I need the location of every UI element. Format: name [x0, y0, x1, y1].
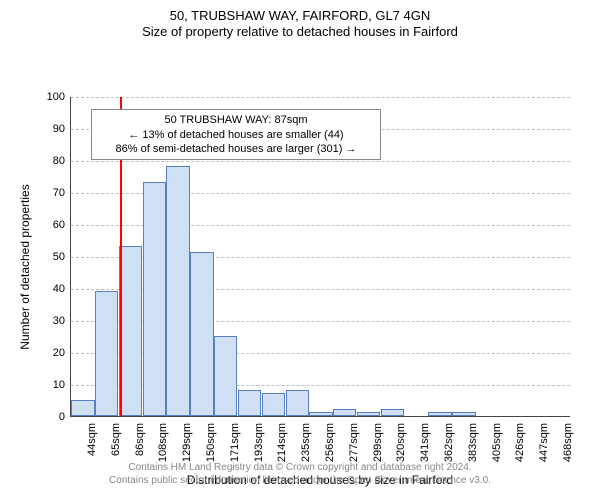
- y-tick-label: 40: [35, 283, 65, 295]
- histogram-bar: [262, 393, 285, 415]
- histogram-bar: [357, 412, 380, 415]
- title-line-2: Size of property relative to detached ho…: [0, 24, 600, 40]
- y-tick-label: 30: [35, 315, 65, 327]
- y-tick-label: 100: [35, 91, 65, 103]
- y-tick-label: 50: [35, 251, 65, 263]
- chart-footer: Contains HM Land Registry data © Crown c…: [0, 461, 600, 487]
- x-tick-label: 65sqm: [110, 423, 122, 456]
- histogram-bar: [119, 246, 142, 416]
- chart-container: 50, TRUBSHAW WAY, FAIRFORD, GL7 4GNSize …: [0, 0, 600, 500]
- gridline: [71, 161, 570, 162]
- x-tick-label: 341sqm: [419, 423, 431, 462]
- x-tick-label: 362sqm: [443, 423, 455, 462]
- x-tick-label: 129sqm: [181, 423, 193, 462]
- y-tick-label: 10: [35, 379, 65, 391]
- gridline: [71, 97, 570, 98]
- x-tick-label: 193sqm: [253, 423, 265, 462]
- histogram-bar: [71, 400, 94, 416]
- annotation-line: ← 13% of detached houses are smaller (44…: [96, 128, 376, 142]
- y-tick-label: 60: [35, 219, 65, 231]
- histogram-bar: [381, 409, 404, 415]
- annotation-box: 50 TRUBSHAW WAY: 87sqm← 13% of detached …: [91, 109, 381, 160]
- x-tick-label: 320sqm: [395, 423, 407, 462]
- x-tick-label: 277sqm: [348, 423, 360, 462]
- x-tick-label: 426sqm: [514, 423, 526, 462]
- footer-line: Contains public sector information licen…: [0, 474, 600, 487]
- x-tick-label: 383sqm: [467, 423, 479, 462]
- y-tick-label: 70: [35, 187, 65, 199]
- x-tick-label: 171sqm: [229, 423, 241, 462]
- y-tick-label: 20: [35, 347, 65, 359]
- plot-area: 50 TRUBSHAW WAY: 87sqm← 13% of detached …: [70, 97, 570, 417]
- x-tick-label: 150sqm: [205, 423, 217, 462]
- chart-title: 50, TRUBSHAW WAY, FAIRFORD, GL7 4GNSize …: [0, 0, 600, 41]
- histogram-bar: [214, 336, 237, 416]
- x-tick-label: 235sqm: [300, 423, 312, 462]
- histogram-bar: [166, 166, 189, 416]
- y-tick-label: 0: [35, 411, 65, 423]
- footer-line: Contains HM Land Registry data © Crown c…: [0, 461, 600, 474]
- x-tick-label: 108sqm: [157, 423, 169, 462]
- x-tick-label: 256sqm: [324, 423, 336, 462]
- x-tick-label: 214sqm: [276, 423, 288, 462]
- histogram-bar: [143, 182, 166, 416]
- x-tick-label: 44sqm: [86, 423, 98, 456]
- x-tick-label: 299sqm: [372, 423, 384, 462]
- histogram-bar: [309, 412, 332, 415]
- annotation-line: 86% of semi-detached houses are larger (…: [96, 142, 376, 156]
- annotation-line: 50 TRUBSHAW WAY: 87sqm: [96, 113, 376, 127]
- histogram-bar: [238, 390, 261, 416]
- histogram-bar: [286, 390, 309, 416]
- histogram-bar: [428, 412, 451, 415]
- x-tick-label: 468sqm: [562, 423, 574, 462]
- y-tick-label: 90: [35, 123, 65, 135]
- x-tick-label: 447sqm: [538, 423, 550, 462]
- histogram-bar: [452, 412, 475, 415]
- x-tick-label: 86sqm: [134, 423, 146, 456]
- histogram-bar: [95, 291, 118, 416]
- histogram-bar: [190, 252, 213, 415]
- y-axis-label: Number of detached properties: [18, 107, 32, 427]
- y-tick-label: 80: [35, 155, 65, 167]
- histogram-bar: [333, 409, 356, 415]
- x-tick-label: 405sqm: [491, 423, 503, 462]
- title-line-1: 50, TRUBSHAW WAY, FAIRFORD, GL7 4GN: [0, 8, 600, 24]
